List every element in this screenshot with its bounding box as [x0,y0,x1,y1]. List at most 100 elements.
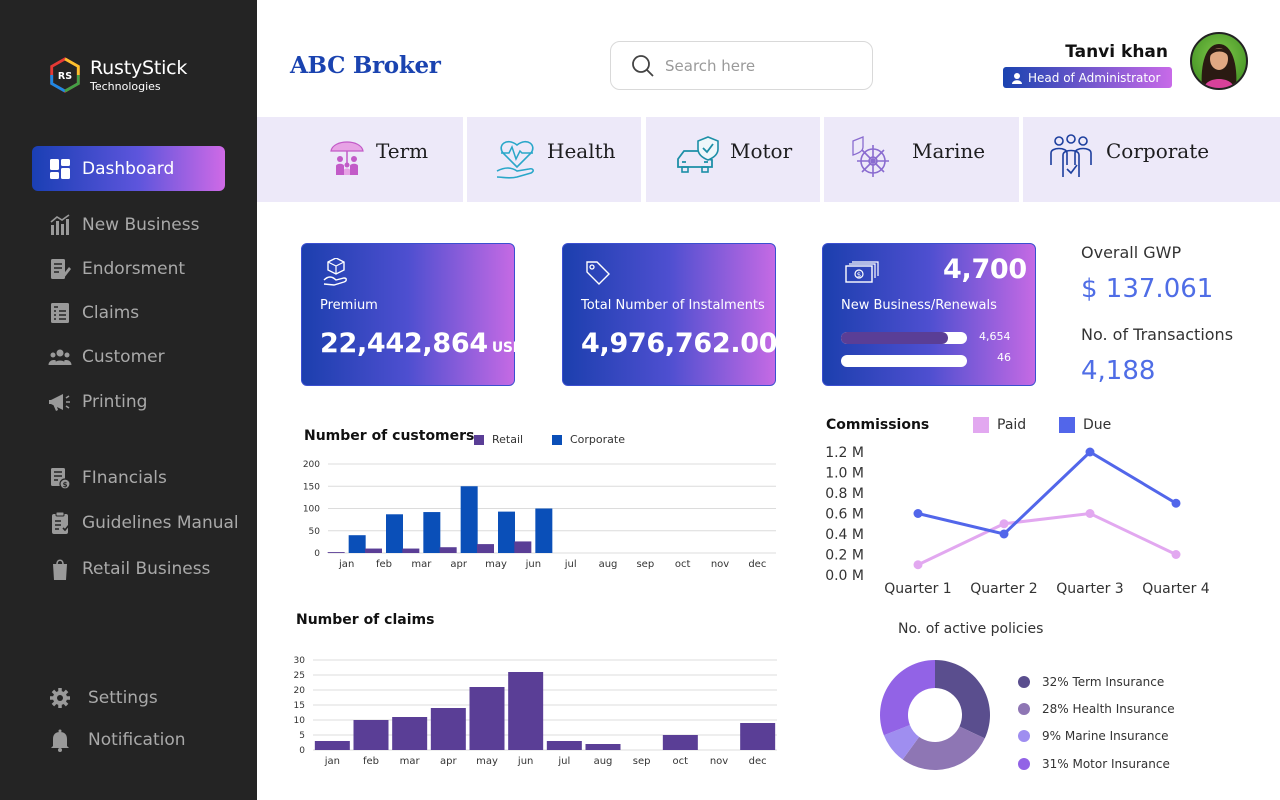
data-point[interactable] [1171,498,1181,508]
sidebar-item-new-business[interactable]: New Business [48,212,199,238]
pie-slice[interactable] [902,726,985,770]
sidebar-item-printing[interactable]: Printing [48,389,147,415]
rustystick-logo-icon: RS [50,57,80,93]
customers-chart-title: Number of customers [304,428,475,444]
tab-label: Motor [730,139,793,163]
legend-label: 9% Marine Insurance [1042,729,1169,743]
bar[interactable] [514,541,532,553]
sidebar-item-notification[interactable]: Notification [48,727,186,753]
premium-label: Premium [320,298,378,313]
sidebar-item-retail-business[interactable]: Retail Business [48,556,210,582]
car-shield-icon [677,136,719,173]
bar[interactable] [662,735,698,750]
premium-unit: USD [491,340,524,356]
new-business-label: New Business/Renewals [841,298,997,313]
legend-retail: Retail [474,433,523,446]
y-tick-label: 10 [294,716,306,726]
data-point[interactable] [999,529,1009,539]
bar[interactable] [348,535,366,553]
avatar[interactable] [1190,32,1248,90]
tab-corporate[interactable]: Corporate [1023,117,1280,202]
legend-paid: Paid [973,417,1026,433]
sidebar-item-label: Endorsment [82,259,186,279]
bar[interactable] [477,544,494,553]
legend-swatch [1018,703,1030,715]
x-tick-label: nov [710,756,728,767]
series-line-paid [917,511,1177,567]
bar[interactable] [392,717,428,750]
bar[interactable] [535,508,553,554]
tab-motor[interactable]: Motor [646,117,820,202]
tab-marine[interactable]: Marine [824,117,1019,202]
bar[interactable] [498,511,515,553]
search-input[interactable] [665,56,855,75]
y-tick-label: 30 [294,656,306,666]
bar[interactable] [423,512,441,553]
finance-doc-icon: $ [51,468,71,490]
premium-card[interactable]: Premium 22,442,864 USD [301,243,524,386]
bar[interactable] [430,708,466,750]
bar[interactable] [386,514,403,553]
customers-chart: 0 50 100 150 200 jan feb mar apr may jun jul aug sep o… [303,460,776,570]
price-tag-icon [586,261,610,285]
tab-health[interactable]: Health [467,117,641,202]
y-tick-label: 25 [294,671,305,681]
sidebar-item-financials[interactable]: $ FInancials [48,465,167,491]
bar[interactable] [508,672,544,750]
transactions-value: 4,188 [1081,356,1156,386]
tab-label: Marine [912,139,986,163]
x-tick-label: jun [517,756,533,767]
x-tick-label: feb [376,559,392,570]
bell-icon [51,729,69,752]
y-tick-label: 0.2 M [825,548,864,564]
instalments-label: Total Number of Instalments [581,298,765,313]
legend-due: Due [1059,417,1111,433]
x-tick-label: sep [636,559,654,570]
bar[interactable] [402,548,420,553]
sidebar-item-settings[interactable]: Settings [48,685,158,711]
x-tick-label: mar [411,559,432,570]
new-business-card[interactable]: $ 4,700 New Business/Renewals 4,654 46 [822,243,1036,386]
search-box[interactable] [610,41,873,90]
brand-logo[interactable]: RS RustyStick Technologies [46,56,187,94]
x-tick-label: jan [324,756,340,767]
bar[interactable] [353,720,389,750]
data-point[interactable] [1171,550,1181,559]
data-point[interactable] [999,519,1009,529]
bar[interactable] [740,723,776,750]
y-tick-label: 0.8 M [825,486,864,502]
bar[interactable] [439,547,457,553]
data-point[interactable] [1085,509,1095,518]
tab-label: Health [547,139,616,163]
sidebar-item-dashboard[interactable]: Dashboard [32,146,225,191]
sidebar-item-claims[interactable]: Claims [48,300,139,326]
user-name: Tanvi khan [1065,42,1168,62]
y-tick-label: 50 [309,527,321,537]
bar[interactable] [585,744,621,750]
data-point[interactable] [1085,447,1095,457]
x-tick-label: Quarter 4 [1142,581,1210,597]
bar[interactable] [365,548,382,553]
legend-swatch [1018,758,1030,770]
legend-corporate: Corporate [552,433,625,446]
bar[interactable] [469,687,505,750]
tab-term[interactable]: Term [257,117,463,202]
bar[interactable] [460,486,478,553]
new-business-count: 4,654 [979,330,1011,343]
policies-legend-item: 9% Marine Insurance [1018,729,1169,743]
data-point[interactable] [913,509,923,518]
renewals-bar [841,355,967,367]
bar[interactable] [546,741,582,750]
legend-swatch [1018,676,1030,688]
instalments-card[interactable]: Total Number of Instalments 4,976,762.00 [562,243,778,386]
x-tick-label: apr [440,756,457,767]
sidebar-item-guidelines-manual[interactable]: Guidelines Manual [48,510,239,536]
pie-slice[interactable] [880,660,935,736]
sidebar-item-customer[interactable]: Customer [48,344,165,370]
data-point[interactable] [913,560,923,570]
pie-slice[interactable] [883,724,920,760]
sidebar-item-endorsment[interactable]: Endorsment [48,256,185,282]
bar[interactable] [327,552,345,553]
bar[interactable] [314,741,350,750]
pie-slice[interactable] [935,660,990,739]
